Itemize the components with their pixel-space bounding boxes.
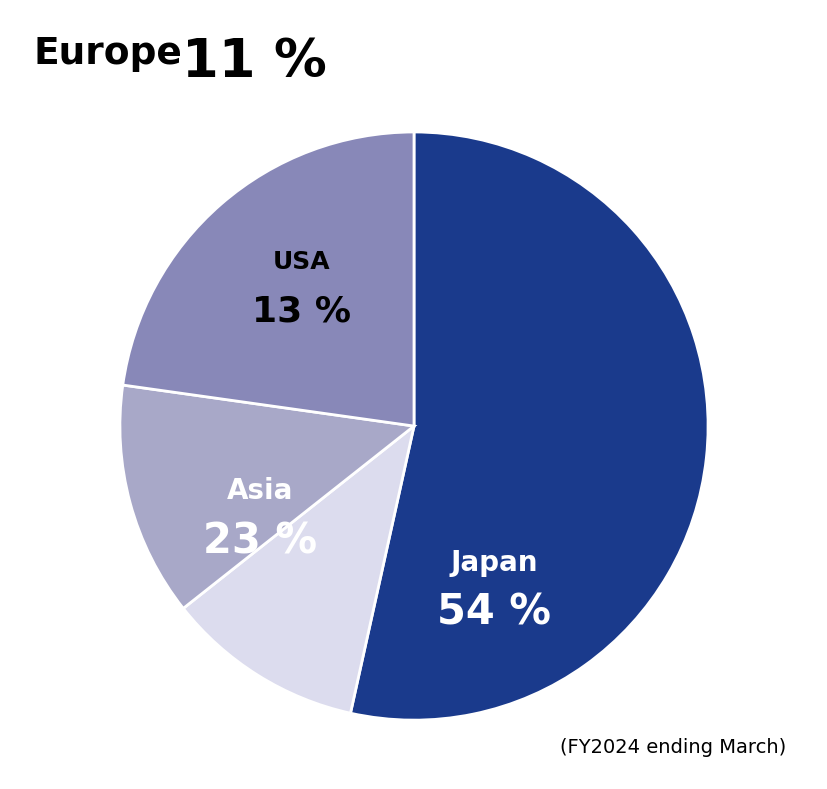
- Text: (FY2024 ending March): (FY2024 ending March): [560, 739, 786, 757]
- Text: 23 %: 23 %: [203, 520, 317, 562]
- Text: USA: USA: [273, 250, 330, 274]
- Wedge shape: [183, 426, 414, 713]
- Text: Asia: Asia: [227, 477, 293, 505]
- Text: Japan: Japan: [450, 548, 538, 577]
- Wedge shape: [122, 132, 414, 426]
- Wedge shape: [120, 385, 414, 608]
- Text: 54 %: 54 %: [437, 592, 551, 634]
- Text: 13 %: 13 %: [252, 295, 351, 329]
- Text: 11 %: 11 %: [182, 36, 327, 88]
- Wedge shape: [350, 132, 707, 720]
- Text: Europe: Europe: [33, 36, 182, 72]
